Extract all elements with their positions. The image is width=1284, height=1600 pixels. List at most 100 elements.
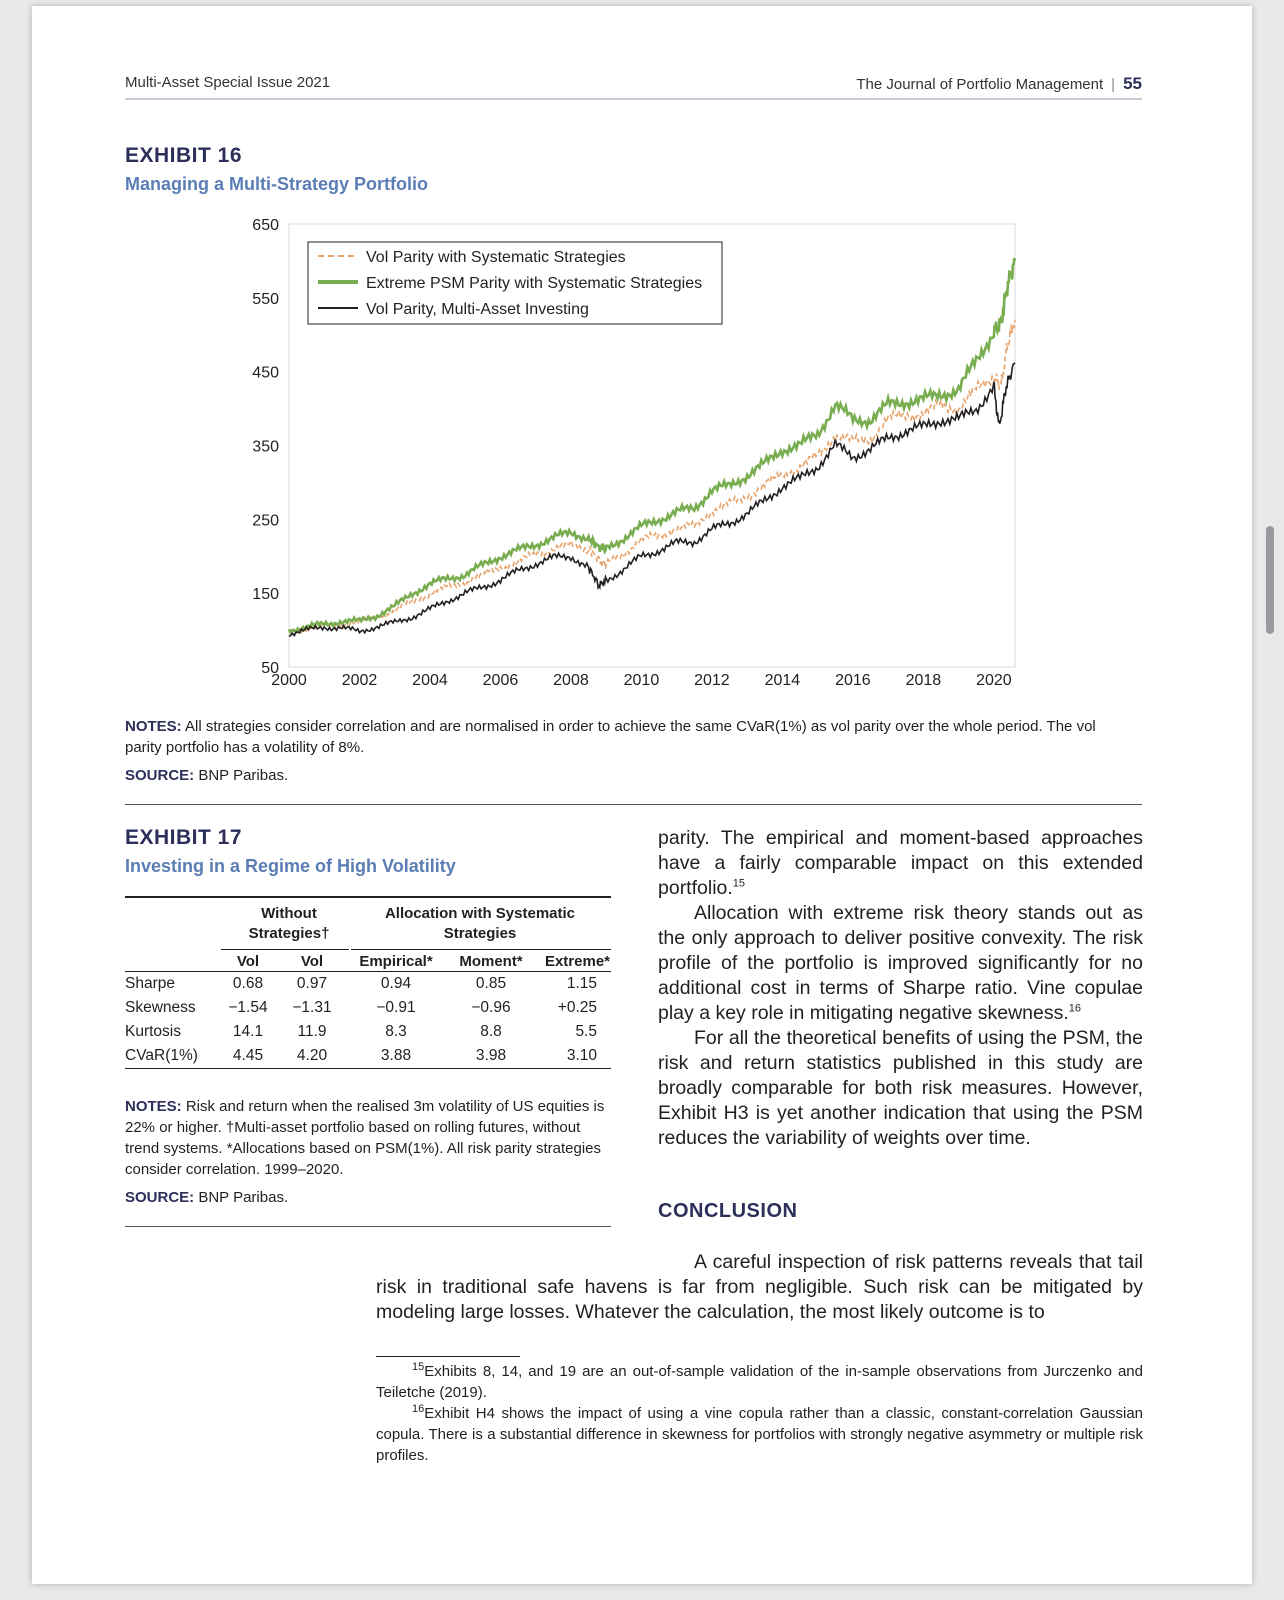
row-label: Sharpe: [125, 974, 175, 992]
y-tick-label: 250: [252, 512, 279, 529]
conclusion-paragraph: A careful inspection of risk patterns re…: [376, 1251, 1143, 1323]
footnote-ref[interactable]: 16: [1068, 1002, 1082, 1015]
x-tick-label: 2006: [483, 672, 519, 689]
table-cell: 4.45: [232, 1046, 264, 1064]
group-header-without: Without Strategies†: [248, 904, 330, 942]
footnotes: 15Exhibits 8, 14, and 19 are an out-of-s…: [376, 1361, 1143, 1466]
x-tick-label: 2002: [342, 672, 378, 689]
x-tick-label: 2016: [835, 672, 871, 689]
table-row: Sharpe 0.68 0.97 0.94 0.85 1.15: [125, 972, 611, 996]
notes-text: Risk and return when the realised 3m vol…: [125, 1098, 605, 1178]
series-line-vol-parity-systematic: [289, 319, 1016, 635]
row-label-header: [125, 952, 221, 971]
exhibit16-source: SOURCE: BNP Paribas.: [125, 765, 288, 786]
x-tick-label: 2014: [765, 672, 801, 689]
row-label: CVaR(1%): [125, 1046, 198, 1064]
journal-name: The Journal of Portfolio Management: [856, 76, 1104, 93]
row-label: Kurtosis: [125, 1022, 181, 1040]
paragraph: parity. The empirical and moment-based a…: [658, 827, 1143, 899]
exhibit16-line-chart: 50 150 250 350 450 550 650 2000 2002 2004 2006 200…: [252, 217, 1017, 689]
exhibit17-label: EXHIBIT 17: [125, 826, 243, 849]
footnote: 15Exhibits 8, 14, and 19 are an out-of-s…: [376, 1361, 1143, 1402]
exhibit16-notes: NOTES: All strategies consider correlati…: [125, 716, 1100, 758]
exhibit17-table: Without Strategies† Allocation with Syst…: [125, 896, 611, 1069]
x-tick-label: 2004: [412, 672, 448, 689]
x-tick-label: 2018: [906, 672, 942, 689]
legend-label: Vol Parity, Multi-Asset Investing: [366, 301, 589, 318]
conclusion-heading: CONCLUSION: [658, 1200, 798, 1222]
footnote-ref[interactable]: 15: [732, 877, 746, 890]
table-cell: −1.54: [228, 998, 268, 1016]
exhibit17-source: SOURCE: BNP Paribas.: [125, 1187, 288, 1208]
table-cell: −0.91: [376, 998, 416, 1016]
table-row: CVaR(1%) 4.45 4.20 3.88 3.98 3.10: [125, 1044, 611, 1068]
footnote: 16Exhibit H4 shows the impact of using a…: [376, 1403, 1143, 1465]
issue-label: Multi-Asset Special Issue 2021: [125, 74, 331, 91]
table-cell: +0.25: [557, 998, 597, 1016]
table-cell: 11.9: [297, 1022, 327, 1040]
y-tick-label: 650: [252, 217, 279, 234]
series-line-vol-parity-multi-asset: [288, 362, 1016, 638]
table-cell: 5.5: [575, 1022, 597, 1040]
table-cell: 8.8: [480, 1022, 502, 1040]
table-cell: 3.98: [475, 1046, 507, 1064]
table-cell: 8.3: [385, 1022, 407, 1040]
group-header-allocation: Allocation with Systematic Strategies: [384, 904, 576, 942]
table-cell: 0.94: [380, 974, 412, 992]
source-label: SOURCE:: [125, 767, 195, 784]
paragraph: For all the theoretical benefits of usin…: [658, 1027, 1143, 1149]
table-cell: 4.20: [296, 1046, 328, 1064]
x-tick-label: 2008: [553, 672, 589, 689]
notes-text: All strategies consider correlation and …: [125, 718, 1096, 756]
chart-legend: Vol Parity with Systematic Strategies Ex…: [307, 241, 723, 325]
column-header: Vol: [300, 952, 324, 970]
column-header: Empirical*: [359, 952, 433, 970]
exhibit17-title: Investing in a Regime of High Volatility: [125, 856, 456, 876]
notes-label: NOTES:: [125, 1098, 182, 1115]
table-cell: −0.96: [471, 998, 511, 1016]
y-tick-label: 450: [252, 365, 279, 382]
y-tick-label: 50: [261, 660, 279, 677]
series-line-extreme-psm-parity: [287, 257, 1017, 636]
x-tick-label: 2020: [976, 672, 1012, 689]
row-label: Skewness: [125, 998, 196, 1016]
exhibit16-label: EXHIBIT 16: [125, 144, 243, 167]
y-tick-label: 350: [252, 439, 279, 456]
x-tick-label: 2012: [694, 672, 730, 689]
source-text: BNP Paribas.: [198, 767, 289, 784]
vertical-scrollbar[interactable]: [1266, 526, 1274, 634]
header-separator: |: [1111, 76, 1116, 93]
header-rule: [125, 98, 1142, 100]
table-cell: 0.97: [296, 974, 328, 992]
y-tick-label: 550: [252, 291, 279, 308]
table-row: Skewness −1.54 −1.31 −0.91 −0.96 +0.25: [125, 996, 611, 1020]
plot-area: [288, 223, 1016, 668]
page-number: 55: [1123, 74, 1142, 93]
body-right-column: parity. The empirical and moment-based a…: [658, 826, 1143, 1151]
exhibit16-title: Managing a Multi-Strategy Portfolio: [125, 174, 429, 194]
notes-label: NOTES:: [125, 718, 182, 735]
table-row: Kurtosis 14.1 11.9 8.3 8.8 5.5: [125, 1020, 611, 1044]
legend-label: Extreme PSM Parity with Systematic Strat…: [366, 275, 702, 292]
column-header: Vol: [236, 952, 260, 970]
source-text: BNP Paribas.: [198, 1189, 289, 1206]
table-cell: 14.1: [232, 1022, 264, 1040]
running-header: The Journal of Portfolio Management | 55: [856, 74, 1142, 94]
paragraph: Allocation with extreme risk theory stan…: [658, 902, 1143, 1024]
table-cell: −1.31: [292, 998, 332, 1016]
exhibit17-notes: NOTES: Risk and return when the realised…: [125, 1096, 611, 1180]
legend-label: Vol Parity with Systematic Strategies: [366, 249, 626, 266]
table-cell: 1.15: [566, 974, 597, 992]
footnote-rule: [376, 1356, 520, 1357]
table-cell: 3.10: [566, 1046, 597, 1064]
x-tick-label: 2000: [271, 672, 307, 689]
y-tick-label: 150: [252, 586, 279, 603]
table-cell: 3.88: [380, 1046, 412, 1064]
table-cell: 0.68: [232, 974, 264, 992]
exhibit17-rule: [125, 1226, 611, 1227]
x-tick-label: 2010: [624, 672, 660, 689]
source-label: SOURCE:: [125, 1189, 195, 1206]
section-rule: [125, 804, 1142, 805]
table-cell: 0.85: [475, 974, 507, 992]
column-header: Moment*: [459, 952, 523, 970]
